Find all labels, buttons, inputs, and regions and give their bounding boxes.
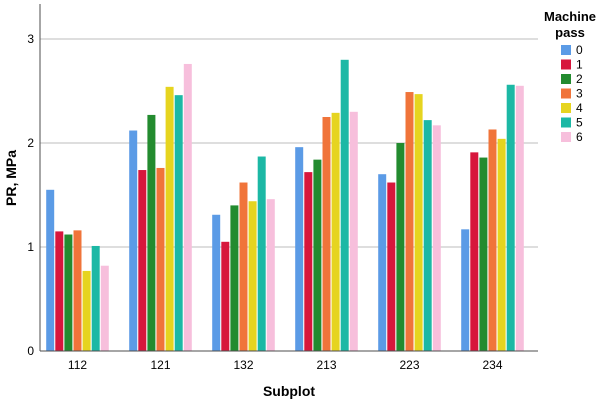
- legend-swatch-0: [561, 45, 571, 55]
- legend-title-line-2: pass: [555, 25, 585, 40]
- y-tick-labels: 0 1 2 3: [27, 32, 34, 358]
- legend-swatch-3: [561, 88, 571, 99]
- bars: [46, 59, 524, 352]
- bar-121-pass-4: [165, 86, 174, 351]
- bar-213-pass-4: [331, 112, 340, 351]
- y-tick-label: 1: [27, 240, 34, 254]
- legend-swatch-4: [561, 103, 571, 113]
- bar-132-pass-6: [266, 199, 275, 351]
- x-tick-labels: 112 121 132 213 223 234: [68, 358, 503, 372]
- bar-112-pass-4: [82, 270, 91, 351]
- bar-234-pass-3: [488, 129, 497, 351]
- axes: [39, 4, 538, 352]
- bar-213-pass-0: [295, 147, 304, 351]
- x-tick-label: 213: [316, 358, 336, 372]
- bar-132-pass-0: [212, 214, 221, 351]
- bar-112-pass-2: [64, 234, 73, 351]
- bar-112-pass-1: [55, 231, 64, 351]
- bar-132-pass-3: [239, 182, 248, 351]
- x-tick-label: 121: [150, 358, 170, 372]
- bar-132-pass-5: [257, 156, 266, 351]
- bar-213-pass-6: [349, 111, 358, 351]
- y-tick-label: 0: [27, 344, 34, 358]
- bar-234-pass-0: [461, 229, 470, 351]
- legend-label-4: 4: [576, 101, 583, 115]
- bar-213-pass-2: [313, 159, 322, 351]
- gridlines: [40, 38, 538, 248]
- bar-213-pass-1: [304, 172, 313, 351]
- bar-112-pass-6: [100, 265, 109, 351]
- y-tick-label: 3: [27, 32, 34, 46]
- x-tick-label: 223: [399, 358, 419, 372]
- bar-112-pass-5: [91, 245, 100, 351]
- bar-121-pass-6: [183, 63, 192, 352]
- bar-234-pass-5: [506, 84, 515, 351]
- y-axis-title: PR, MPa: [3, 150, 19, 206]
- bar-121-pass-2: [147, 114, 156, 351]
- bar-234-pass-4: [497, 138, 506, 351]
- bar-213-pass-5: [340, 59, 349, 352]
- bar-223-pass-4: [414, 94, 423, 352]
- legend-swatch-2: [561, 74, 571, 84]
- bar-223-pass-0: [378, 174, 387, 351]
- x-tick-label: 112: [68, 358, 87, 372]
- x-tick-label: 132: [233, 358, 253, 372]
- bar-121-pass-1: [138, 170, 147, 351]
- legend-label-2: 2: [576, 72, 583, 86]
- bar-234-pass-2: [479, 157, 488, 351]
- bar-132-pass-4: [248, 201, 257, 351]
- legend-label-6: 6: [576, 130, 583, 144]
- legend-swatch-1: [561, 59, 571, 70]
- bar-121-pass-5: [174, 95, 183, 351]
- legend-title-line-1: Machine: [544, 9, 596, 24]
- bar-121-pass-0: [129, 130, 138, 351]
- x-axis-title: Subplot: [263, 383, 315, 399]
- legend-swatch-6: [561, 132, 571, 142]
- legend-swatch-5: [561, 117, 571, 128]
- bar-213-pass-3: [322, 117, 331, 351]
- bar-121-pass-3: [156, 167, 165, 351]
- legend-label-5: 5: [576, 116, 583, 130]
- bar-112-pass-0: [46, 189, 55, 351]
- bar-223-pass-2: [396, 143, 405, 351]
- bar-223-pass-3: [405, 92, 414, 351]
- legend-label-0: 0: [576, 43, 583, 57]
- bar-223-pass-5: [423, 120, 432, 352]
- bar-132-pass-2: [230, 205, 239, 351]
- y-tick-label: 2: [27, 136, 34, 150]
- bar-234-pass-1: [470, 152, 479, 351]
- legend-label-3: 3: [576, 87, 583, 101]
- x-tick-label: 234: [482, 358, 502, 372]
- legend-label-1: 1: [576, 58, 583, 72]
- bar-223-pass-6: [432, 125, 441, 351]
- bar-234-pass-6: [515, 85, 524, 352]
- bar-223-pass-1: [387, 182, 396, 351]
- bar-132-pass-1: [221, 241, 230, 351]
- bar-112-pass-3: [73, 230, 82, 351]
